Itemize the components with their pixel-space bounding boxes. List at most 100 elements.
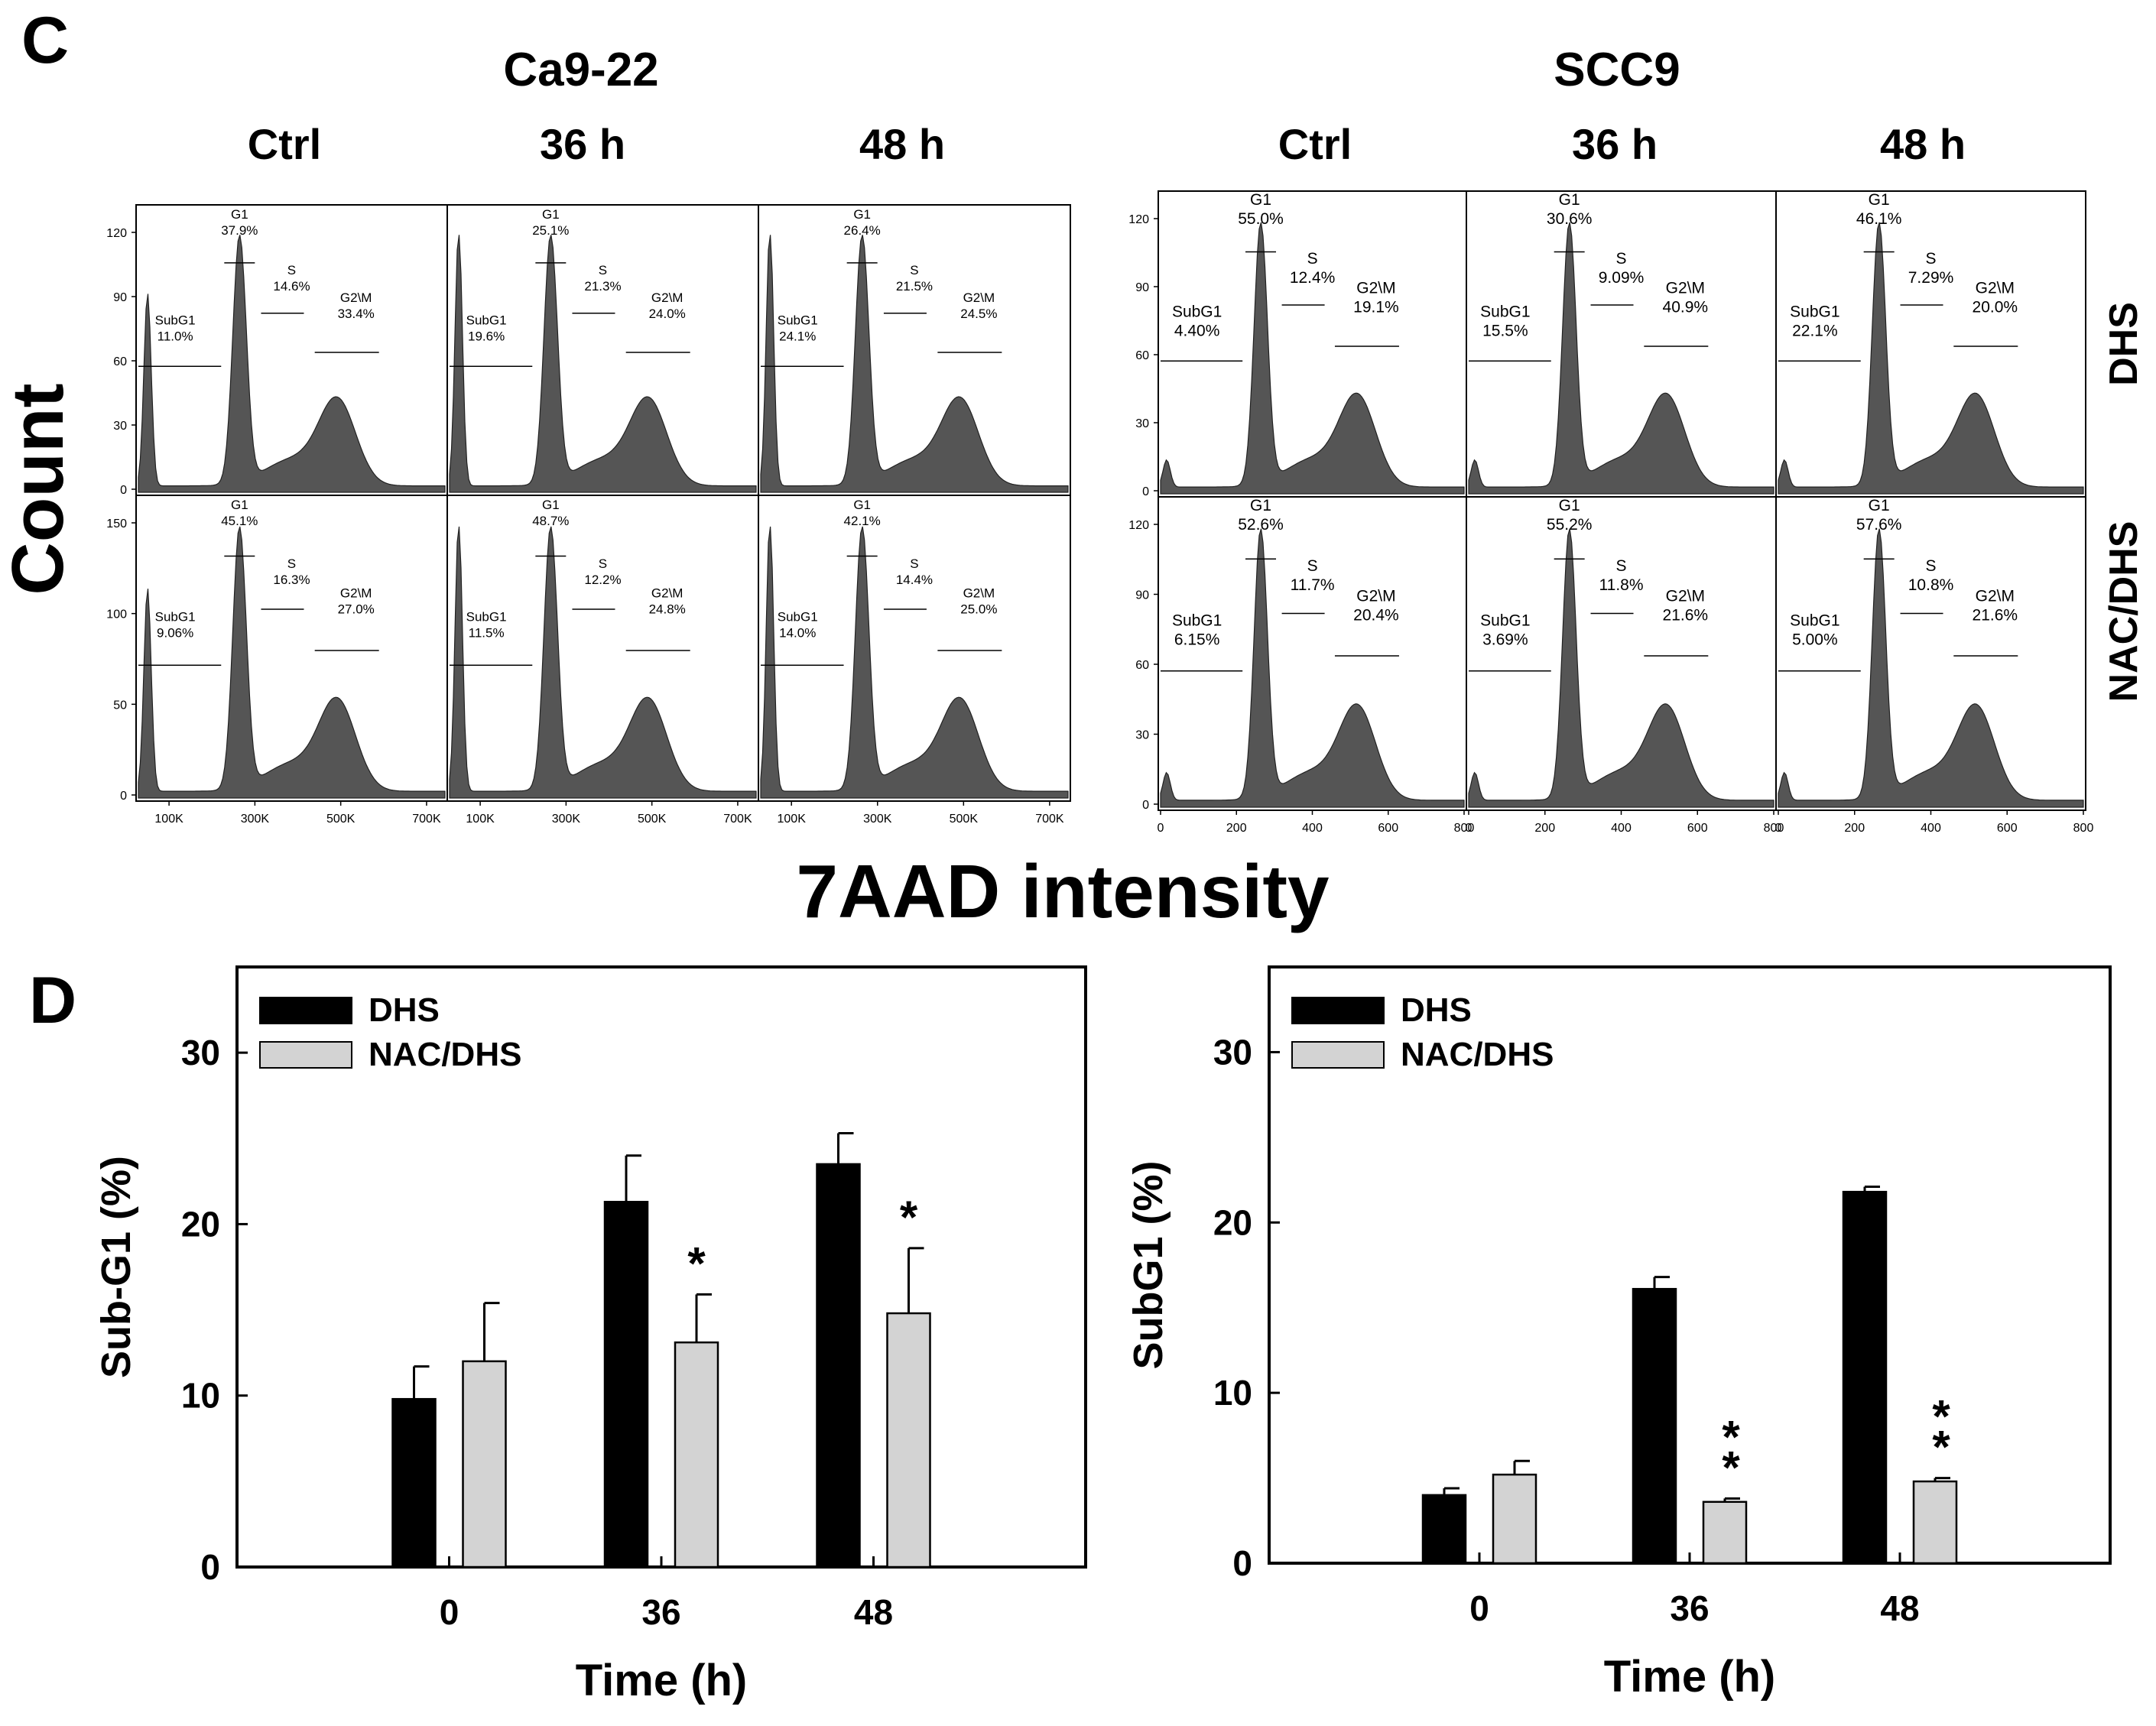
ca-xtick-label: 300K: [863, 813, 892, 826]
y-tick-label: 20: [1213, 1202, 1252, 1242]
ca-ytick-label: 50: [113, 699, 127, 712]
g1-label: G1: [231, 207, 248, 222]
g2m-value: 33.4%: [338, 307, 375, 321]
scc-ytick-label: 90: [1135, 589, 1149, 602]
y-tick-label: 0: [1232, 1543, 1252, 1583]
g2m-label: G2\M: [1356, 280, 1395, 297]
legend-label: DHS: [1401, 991, 1472, 1029]
g1-label: G1: [853, 207, 871, 222]
bar-nac-dhs: [1912, 1480, 1958, 1565]
g1-value: 55.0%: [1238, 210, 1284, 228]
g2m-value: 21.6%: [1973, 607, 2018, 625]
bar-dhs: [1632, 1287, 1677, 1565]
x-tick-label: 36: [641, 1592, 680, 1632]
subg1-label: SubG1: [778, 313, 818, 327]
subg1-label: SubG1: [1172, 303, 1222, 320]
s-value: 21.3%: [584, 279, 621, 294]
s-label: S: [1616, 250, 1627, 268]
ca-histogram: [760, 526, 1069, 799]
subg1-value: 19.6%: [468, 329, 505, 343]
subg1-label: SubG1: [1172, 612, 1222, 629]
g1-label: G1: [853, 498, 871, 512]
subg1-value: 4.40%: [1174, 322, 1220, 339]
g1-label: G1: [1869, 497, 1890, 514]
subg1-value: 14.0%: [779, 625, 816, 640]
s-label: S: [287, 556, 296, 571]
s-value: 9.09%: [1599, 269, 1645, 287]
subg1-value: 22.1%: [1792, 322, 1838, 339]
s-label: S: [910, 263, 918, 277]
chart-frame: [235, 965, 1087, 1569]
subg1-label: SubG1: [1480, 612, 1530, 629]
bar-dhs: [816, 1163, 861, 1569]
row-label-dhs: DHS: [2102, 302, 2146, 386]
g1-label: G1: [1250, 191, 1271, 209]
g1-value: 25.1%: [532, 223, 569, 238]
scc-ytick-label: 30: [1135, 729, 1149, 742]
g2m-label: G2\M: [1666, 588, 1705, 605]
x-tick-label: 36: [1670, 1588, 1709, 1628]
s-label: S: [1926, 250, 1937, 268]
legend-label: DHS: [369, 991, 440, 1029]
s-label: S: [599, 556, 607, 571]
s-value: 14.6%: [273, 279, 310, 294]
bar-dhs: [1421, 1494, 1467, 1565]
ca-ytick-label: 90: [113, 291, 127, 304]
g1-label: G1: [542, 498, 560, 512]
scc-xtick-label: 0: [1466, 822, 1473, 835]
g2m-label: G2\M: [1356, 588, 1395, 605]
g2m-value: 25.0%: [960, 602, 997, 617]
scc-ytick-label: 120: [1128, 519, 1149, 532]
g1-value: 30.6%: [1547, 210, 1593, 228]
y-tick-label: 30: [1213, 1032, 1252, 1072]
g2m-value: 21.6%: [1663, 607, 1709, 625]
panel-c-histograms: 0306090120G137.9%S14.6%G2\M33.4%SubG111.…: [106, 190, 2093, 835]
ca-grid-frame: [135, 204, 1071, 802]
g1-label: G1: [1869, 191, 1890, 209]
scc-histogram: [1778, 528, 2084, 808]
legend-swatch: [1291, 997, 1385, 1024]
g2m-value: 20.4%: [1353, 607, 1399, 625]
scc-xtick-label: 200: [1844, 822, 1865, 835]
y-axis-label: Sub-G1 (%): [93, 1156, 139, 1378]
significance-marker: *: [1932, 1422, 1950, 1473]
scc-histogram: [1160, 528, 1465, 808]
subg1-label: SubG1: [1790, 303, 1839, 320]
scc-xtick-label: 0: [1775, 822, 1782, 835]
s-value: 7.29%: [1908, 269, 1954, 287]
g1-value: 42.1%: [844, 514, 881, 528]
s-value: 12.2%: [584, 573, 621, 587]
ca-xtick-label: 500K: [950, 813, 979, 826]
g1-label: G1: [1559, 191, 1580, 209]
s-label: S: [1307, 557, 1318, 575]
subg1-label: SubG1: [466, 609, 507, 624]
g2m-label: G2\M: [651, 586, 683, 601]
subg1-label: SubG1: [1480, 303, 1530, 320]
s-label: S: [1616, 557, 1627, 575]
scc-xtick-label: 400: [1302, 822, 1323, 835]
scc9-col-36h: 36 h: [1572, 120, 1658, 168]
ca-ytick-label: 30: [113, 420, 127, 433]
g2m-value: 20.0%: [1973, 299, 2018, 316]
s-value: 11.7%: [1291, 576, 1335, 594]
panel-d-bar-charts: 0 10 20 30 0 36 * 48 * DHS NAC/DHS Time (h) Sub-G1 (…: [93, 965, 2112, 1705]
bar-dhs: [391, 1397, 437, 1569]
ca-xtick-label: 100K: [778, 813, 807, 826]
scc-xtick-label: 600: [1687, 822, 1708, 835]
scc-xtick-label: 800: [1454, 822, 1475, 835]
g2m-value: 24.8%: [649, 602, 686, 617]
panel-d-letter: D: [29, 964, 76, 1037]
bar-nac-dhs: [1492, 1473, 1537, 1565]
scc-ytick-label: 0: [1142, 799, 1149, 812]
g1-value: 48.7%: [532, 514, 569, 528]
g1-value: 52.6%: [1238, 516, 1284, 534]
ca-histogram: [449, 526, 757, 799]
g2m-value: 27.0%: [338, 602, 375, 617]
ca-xtick-label: 700K: [1035, 813, 1064, 826]
y-axis-label: SubG1 (%): [1125, 1160, 1171, 1369]
subg1-value: 24.1%: [779, 329, 816, 343]
g1-value: 45.1%: [221, 514, 258, 528]
s-value: 10.8%: [1908, 576, 1954, 594]
s-label: S: [287, 263, 296, 277]
